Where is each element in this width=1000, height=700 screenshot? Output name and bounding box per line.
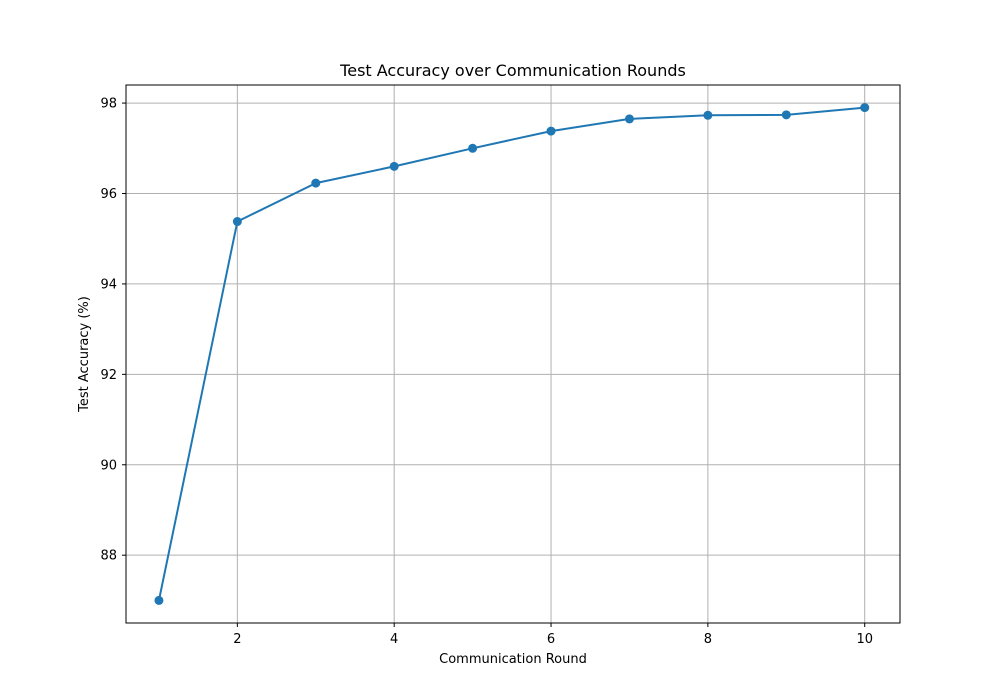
data-point-marker <box>232 217 242 227</box>
y-tick-label: 94 <box>100 277 117 292</box>
data-point-marker <box>546 126 556 136</box>
x-axis-label: Communication Round <box>439 652 587 667</box>
y-tick-label: 90 <box>100 458 117 473</box>
series-line <box>157 106 865 601</box>
data-point-marker <box>389 161 399 171</box>
grid <box>126 85 900 623</box>
plot-frame <box>125 84 901 624</box>
axis-ticks: 2 4 6 8 10 88 90 92 94 96 98 <box>100 97 873 647</box>
x-tick-label: 10 <box>856 632 873 647</box>
x-tick-label: 6 <box>547 632 555 647</box>
y-tick-label: 96 <box>100 187 117 202</box>
data-point-marker <box>860 103 870 113</box>
x-tick-label: 4 <box>390 632 398 647</box>
data-point-marker <box>781 110 791 120</box>
data-point-marker <box>624 114 634 124</box>
chart-title: Test Accuracy over Communication Rounds <box>339 61 686 80</box>
y-tick-label: 92 <box>100 368 117 383</box>
x-tick-label: 2 <box>233 632 241 647</box>
y-axis-label: Test Accuracy (%) <box>77 296 92 413</box>
data-point-marker <box>703 110 713 120</box>
data-point-marker <box>468 143 478 153</box>
y-tick-label: 88 <box>100 549 117 564</box>
data-point-marker <box>311 178 321 188</box>
data-point-marker <box>154 595 164 605</box>
x-tick-label: 8 <box>704 632 712 647</box>
series-layer <box>154 103 870 605</box>
y-tick-label: 98 <box>100 97 117 112</box>
